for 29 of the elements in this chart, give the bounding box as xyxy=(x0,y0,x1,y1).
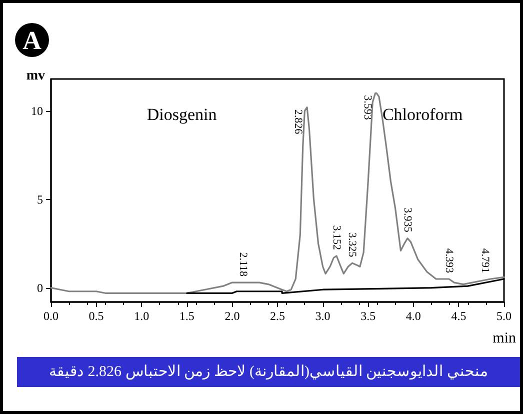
x-tick-label: 0.0 xyxy=(44,309,58,323)
annotation: 2.826 xyxy=(292,109,304,135)
annotation: 3.935 xyxy=(402,208,414,233)
x-tick-label: 0.5 xyxy=(88,309,104,323)
annotation: Diosgenin xyxy=(146,104,218,124)
y-axis-title: mv xyxy=(26,68,45,84)
chart-title: A xyxy=(15,23,49,57)
annotation: 4.791 xyxy=(479,248,492,273)
x-tick-label: 4.0 xyxy=(406,309,421,323)
x-tick-label: 1.5 xyxy=(179,309,194,323)
x-tick-label: 3.0 xyxy=(315,309,330,323)
x-tick-label: 3.5 xyxy=(360,309,376,323)
x-axis-title: min xyxy=(492,330,516,346)
annotation: Chloroform xyxy=(382,104,463,124)
annotation: 4.393 xyxy=(443,248,456,274)
y-tick-label: 10 xyxy=(31,104,43,118)
annotation: 3.325 xyxy=(346,232,358,258)
annotation: 3.593 xyxy=(362,95,374,120)
x-tick-label: 2.5 xyxy=(270,309,285,323)
y-tick-label: 5 xyxy=(37,192,43,206)
text: منحني الدايوسجنين القياسي(المقارنة) لاحظ زمن الاحتباس 2.826 دقيقة xyxy=(17,357,520,387)
x-tick-label: 4.5 xyxy=(451,309,466,323)
annotation: 3.152 xyxy=(330,225,343,250)
line-series xyxy=(50,92,505,294)
y-tick-label: 0 xyxy=(37,280,43,295)
x-tick-label: 2.0 xyxy=(224,309,240,323)
x-tick-label: 5.0 xyxy=(496,309,512,323)
annotation: 2.118 xyxy=(236,252,249,278)
x-tick-label: 1.0 xyxy=(134,309,150,323)
